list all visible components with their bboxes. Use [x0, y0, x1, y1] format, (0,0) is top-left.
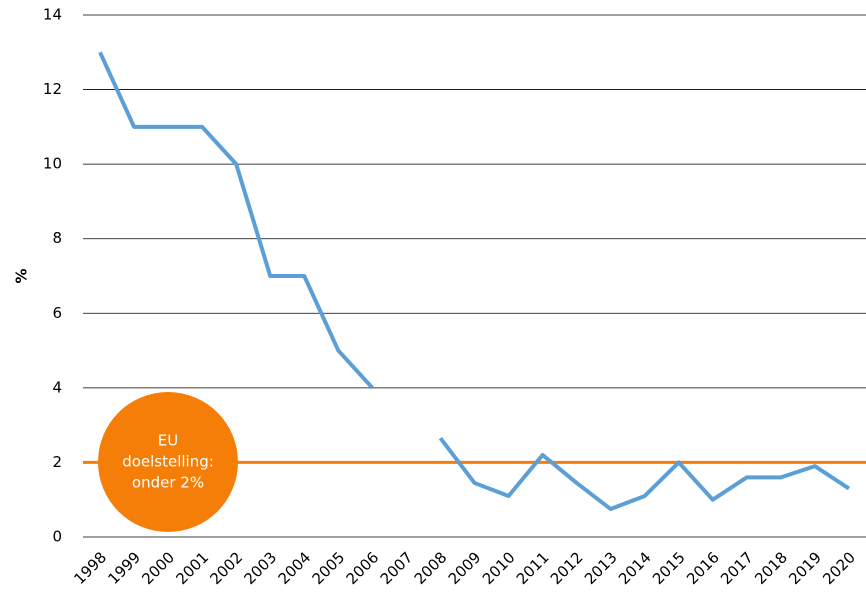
- x-tick-label: 2012: [547, 548, 587, 588]
- y-tick-label: 10: [43, 155, 62, 173]
- y-tick-label: 2: [52, 453, 62, 471]
- x-tick-label: 2019: [785, 548, 825, 588]
- x-tick-label: 2006: [343, 548, 383, 588]
- x-tick-label: 2009: [445, 548, 485, 588]
- x-tick-label: 1999: [104, 548, 144, 588]
- x-tick-label: 2007: [377, 548, 417, 588]
- x-tick-label: 2014: [615, 548, 655, 588]
- x-tick-label: 2002: [206, 548, 246, 588]
- x-tick-label: 2010: [479, 548, 519, 588]
- y-tick-label: 0: [52, 528, 62, 546]
- annotation-text: EU: [158, 432, 178, 450]
- x-tick-label: 2000: [138, 548, 178, 588]
- x-tick-label: 2003: [241, 548, 281, 588]
- x-tick-label: 2001: [172, 548, 212, 588]
- x-tick-label: 2011: [513, 548, 553, 588]
- x-tick-label: 2018: [751, 548, 791, 588]
- annotation-circle: [98, 392, 238, 532]
- y-axis-label: %: [13, 268, 31, 283]
- y-tick-label: 6: [52, 304, 62, 322]
- x-tick-label: 2016: [683, 548, 723, 588]
- x-tick-label: 2020: [819, 548, 859, 588]
- annotation-text: onder 2%: [132, 474, 204, 492]
- y-tick-label: 4: [52, 378, 62, 396]
- y-tick-label: 8: [52, 229, 62, 247]
- data-line: [98, 51, 851, 512]
- x-tick-label: 1998: [70, 548, 110, 588]
- annotation-text: doelstelling:: [122, 453, 214, 471]
- x-tick-label: 2008: [411, 548, 451, 588]
- y-tick-label: 12: [43, 80, 62, 98]
- x-tick-label: 2004: [275, 548, 315, 588]
- x-tick-label: 2015: [649, 548, 689, 588]
- x-tick-label: 2005: [309, 548, 349, 588]
- y-tick-label: 14: [43, 6, 62, 24]
- x-tick-label: 2017: [717, 548, 757, 588]
- x-tick-label: 2013: [581, 548, 621, 588]
